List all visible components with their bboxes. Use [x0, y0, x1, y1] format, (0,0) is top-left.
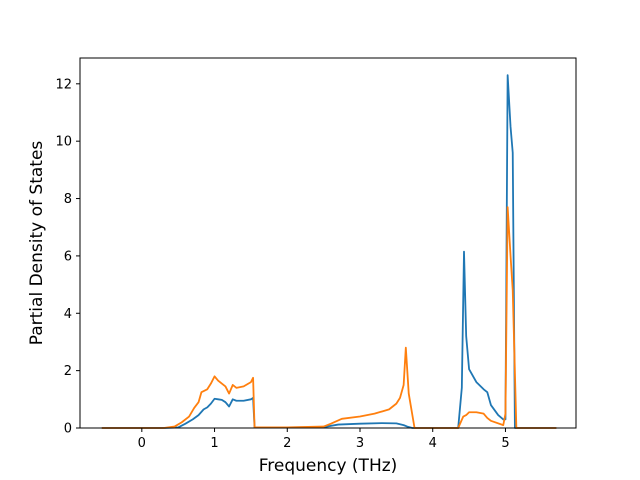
x-tick-label-5: 5 [501, 436, 509, 451]
y-axis-label: Partial Density of States [27, 141, 47, 346]
y-tick-label-5: 10 [55, 135, 72, 150]
x-tick-label-3: 3 [356, 436, 364, 451]
y-tick-label-4: 8 [64, 192, 72, 207]
x-tick-label-4: 4 [429, 436, 437, 451]
y-tick-label-6: 12 [55, 77, 72, 92]
x-axis: 0 1 2 3 4 5 [138, 428, 510, 451]
series-line-0 [101, 74, 557, 429]
y-tick-label-3: 6 [64, 249, 72, 264]
x-tick-label-0: 0 [138, 436, 146, 451]
x-tick-label-1: 1 [210, 436, 218, 451]
y-tick-label-2: 4 [64, 307, 72, 322]
plot-frame [79, 57, 577, 429]
x-tick-label-2: 2 [283, 436, 291, 451]
y-tick-label-0: 0 [64, 422, 72, 437]
series-line-1 [101, 206, 557, 429]
y-tick-label-1: 2 [64, 364, 72, 379]
x-axis-label: Frequency (THz) [259, 456, 398, 476]
y-axis: 0 2 4 6 8 10 12 [55, 77, 80, 437]
plot-lines [101, 74, 557, 429]
